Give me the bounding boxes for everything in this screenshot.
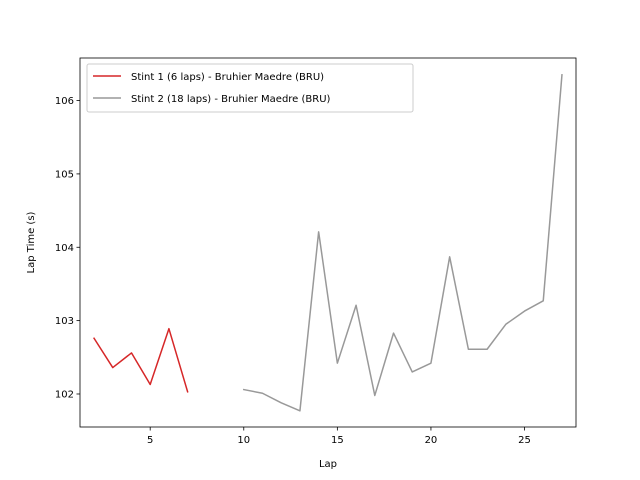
legend: Stint 1 (6 laps) - Bruhier Maedre (BRU) … <box>86 63 414 113</box>
y-axis-label: Lap Time (s) <box>26 211 37 273</box>
y-tick-label: 105 <box>55 170 74 181</box>
y-tick-label: 103 <box>55 316 74 327</box>
legend-box <box>86 63 414 113</box>
y-axis: 102 103 104 105 106 <box>55 96 80 401</box>
y-tick-label: 102 <box>55 390 74 401</box>
legend-label-stint-1: Stint 1 (6 laps) - Bruhier Maedre (BRU) <box>131 72 324 83</box>
x-tick-label: 10 <box>237 435 250 446</box>
y-tick-label: 106 <box>55 96 74 107</box>
series-line-stint-1 <box>93 327 189 393</box>
x-tick-label: 20 <box>425 435 438 446</box>
series-line-stint-2 <box>242 74 563 412</box>
legend-label-stint-2: Stint 2 (18 laps) - Bruhier Maedre (BRU) <box>131 94 331 105</box>
y-tick-label: 104 <box>55 243 74 254</box>
x-axis: 5 10 15 20 25 <box>147 427 531 446</box>
x-tick-label: 25 <box>518 435 531 446</box>
x-axis-label: Lap <box>319 459 337 470</box>
x-tick-label: 5 <box>147 435 153 446</box>
x-tick-label: 15 <box>331 435 344 446</box>
series-layer <box>93 74 563 412</box>
plot-frame <box>79 57 577 428</box>
